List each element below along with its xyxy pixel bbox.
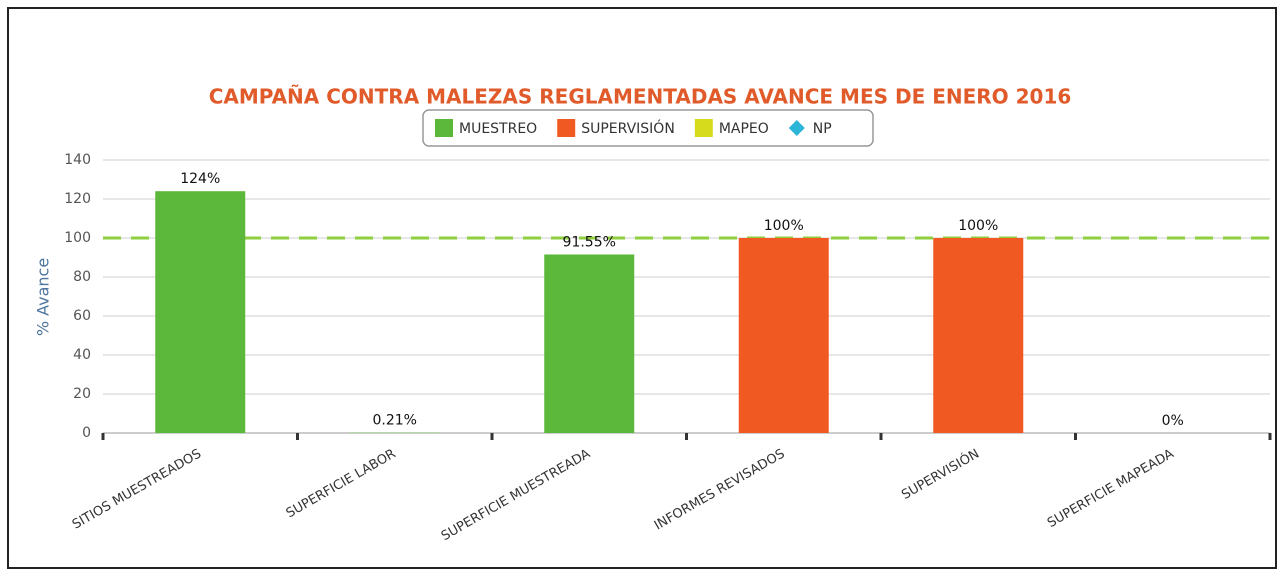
y-tick-label: 80 [73,269,91,285]
y-tick-label: 100 [64,230,91,246]
y-axis-label: % Avance [34,258,53,336]
value-label: 0.21% [373,413,417,429]
bar [933,238,1024,433]
y-tick-label: 120 [64,191,91,207]
bar [155,191,246,433]
bar [544,254,635,433]
legend-label: MUESTREO [459,121,537,137]
bar [738,238,829,433]
legend-label: SUPERVISIÓN [581,119,675,137]
legend-marker [788,120,805,136]
value-label: 91.55% [563,234,616,250]
y-tick-label: 140 [64,152,91,168]
y-tick-label: 40 [73,347,91,363]
legend-label: MAPEO [719,121,769,137]
y-tick-label: 0 [82,425,91,441]
value-label: 0% [1162,413,1184,429]
legend-marker [557,119,576,137]
legend-box [422,109,874,147]
value-label: 124% [180,171,220,187]
y-tick-label: 20 [73,386,91,402]
y-tick-label: 60 [73,308,91,324]
legend-marker [694,119,713,137]
value-label: 100% [764,218,804,234]
legend-marker [435,119,453,137]
value-label: 100% [958,218,998,234]
legend-label: NP [813,121,832,137]
chart-title: CAMPAÑA CONTRA MALEZAS REGLAMENTADAS AVA… [209,85,1072,109]
